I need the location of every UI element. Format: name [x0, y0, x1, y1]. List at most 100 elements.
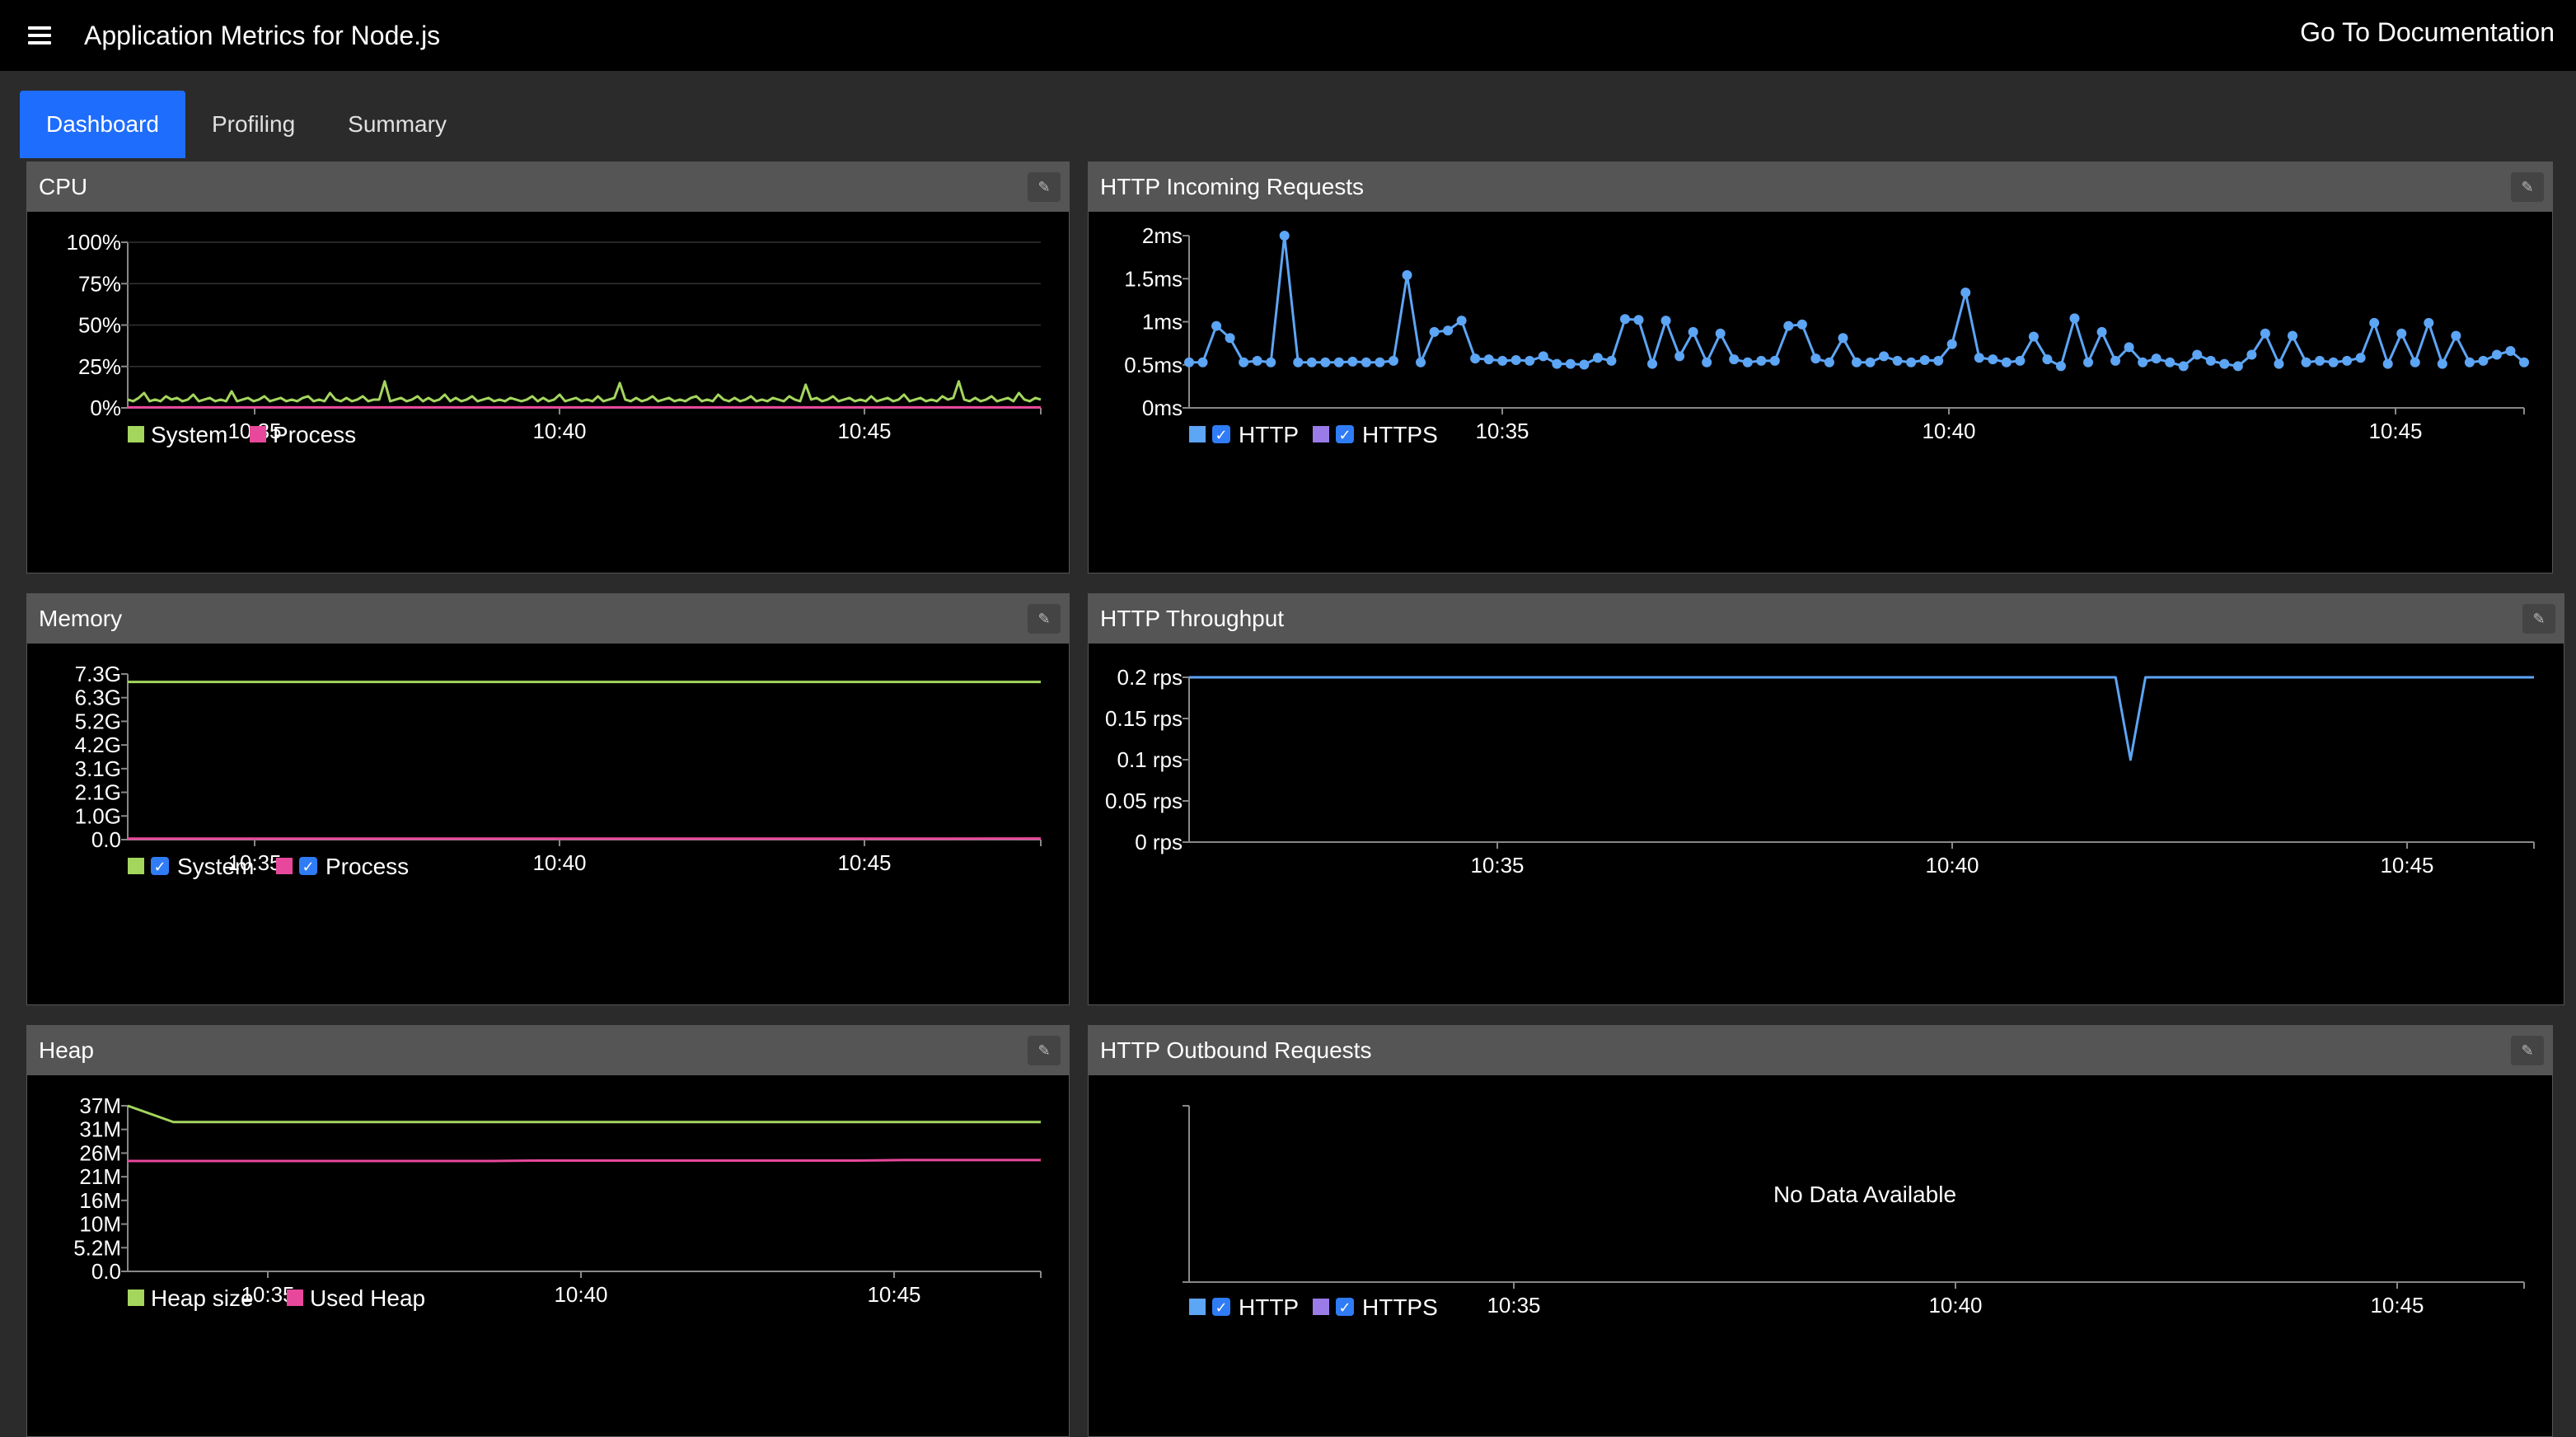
edit-icon[interactable]: ✎ [1028, 604, 1061, 634]
data-point [2069, 313, 2079, 323]
legend-label: HTTP [1239, 1294, 1299, 1320]
x-tick-label: 10:45 [837, 419, 891, 443]
data-point [1389, 356, 1398, 366]
check-icon: ✓ [302, 859, 314, 876]
data-point [2042, 354, 2052, 364]
data-point [1783, 321, 1793, 331]
data-point [2083, 358, 2093, 367]
y-tick-label: 6.3G [75, 686, 121, 710]
panel-title: HTTP Outbound Requests [1100, 1037, 1371, 1064]
data-point [2110, 356, 2120, 366]
tab-dashboard[interactable]: Dashboard [20, 91, 185, 158]
data-point [1225, 333, 1235, 343]
x-tick-label: 10:40 [1922, 419, 1975, 443]
x-tick-label: 10:40 [1925, 853, 1979, 878]
legend-label: Process [326, 854, 409, 879]
tab-summary[interactable]: Summary [321, 91, 473, 158]
y-tick-label: 21M [79, 1164, 121, 1189]
data-point [1566, 359, 1576, 369]
data-point [2152, 353, 2161, 363]
edit-icon[interactable]: ✎ [1028, 172, 1061, 202]
y-tick-label: 10M [79, 1212, 121, 1237]
x-tick-label: 10:40 [1928, 1293, 1982, 1318]
edit-icon[interactable]: ✎ [2511, 1036, 2544, 1065]
series-line-http [1189, 677, 2534, 760]
y-tick-label: 1.5ms [1124, 266, 1183, 291]
data-point [1266, 358, 1276, 367]
x-tick-label: 10:45 [837, 850, 891, 875]
documentation-link[interactable]: Go To Documentation [2300, 17, 2555, 48]
panel-title: Heap [39, 1037, 94, 1064]
data-point [1430, 327, 1440, 337]
edit-icon[interactable]: ✎ [2511, 172, 2544, 202]
data-point [2015, 356, 2025, 366]
data-point [1852, 358, 1862, 367]
panel-title: HTTP Incoming Requests [1100, 174, 1364, 200]
y-tick-label: 0.5ms [1124, 353, 1183, 377]
legend-swatch [1189, 1299, 1206, 1315]
edit-icon[interactable]: ✎ [2522, 604, 2555, 634]
y-tick-label: 2.1G [75, 780, 121, 805]
data-point [2356, 353, 2366, 363]
data-point [2465, 358, 2475, 367]
y-tick-label: 50% [78, 313, 121, 338]
data-point [1307, 358, 1317, 367]
data-point [1347, 357, 1357, 367]
panel-header: HTTP Incoming Requests ✎ [1089, 162, 2552, 212]
x-tick-label: 10:40 [554, 1282, 607, 1307]
x-tick-label: 10:35 [1470, 853, 1524, 878]
data-point [1539, 351, 1548, 361]
data-point [1974, 353, 1984, 363]
data-point [1361, 358, 1371, 367]
x-tick-label: 10:35 [1475, 419, 1529, 443]
data-point [1933, 356, 1943, 366]
edit-icon[interactable]: ✎ [1028, 1036, 1061, 1065]
data-point [1375, 358, 1384, 367]
y-tick-label: 0% [90, 396, 121, 420]
y-tick-label: 0.2 rps [1117, 665, 1183, 690]
data-point [1484, 354, 1494, 364]
menu-icon[interactable] [28, 26, 51, 44]
data-point [1320, 358, 1330, 367]
legend-swatch [1189, 426, 1206, 442]
data-point [2383, 359, 2393, 369]
data-point [2246, 350, 2256, 360]
check-icon: ✓ [1338, 1299, 1351, 1317]
legend-swatch [276, 858, 293, 874]
y-tick-label: 7.3G [75, 662, 121, 686]
panel-header: Heap ✎ [27, 1026, 1069, 1075]
y-tick-label: 2ms [1142, 223, 1183, 248]
data-point [2424, 318, 2433, 328]
series-line-http [1189, 236, 2524, 366]
cpu-chart: 0%25%50%75%100%10:3510:4010:45SystemProc… [27, 213, 1069, 572]
data-point [1893, 356, 1903, 366]
data-point [1866, 358, 1876, 367]
data-point [2097, 327, 2107, 337]
y-tick-label: 0.05 rps [1105, 789, 1183, 813]
x-tick-label: 10:40 [532, 419, 586, 443]
data-point [1497, 356, 1507, 366]
panel-header: CPU ✎ [27, 162, 1069, 212]
data-point [1960, 288, 1970, 297]
legend-swatch [250, 426, 266, 442]
data-point [1634, 315, 1644, 325]
data-point [2260, 329, 2270, 339]
data-point [2165, 358, 2175, 367]
panel-title: HTTP Throughput [1100, 606, 1284, 632]
legend-label: HTTPS [1362, 1294, 1438, 1320]
data-point [1743, 358, 1753, 367]
data-point [1253, 356, 1262, 366]
data-point [2124, 342, 2134, 352]
data-point [2056, 361, 2066, 371]
legend-swatch [1313, 1299, 1329, 1315]
legend-swatch [128, 858, 144, 874]
data-point [1716, 329, 1726, 339]
tab-profiling[interactable]: Profiling [185, 91, 321, 158]
legend-swatch [128, 426, 144, 442]
data-point [1239, 358, 1248, 367]
data-point [2492, 350, 2502, 360]
data-point [1525, 356, 1534, 366]
y-tick-label: 16M [79, 1188, 121, 1213]
